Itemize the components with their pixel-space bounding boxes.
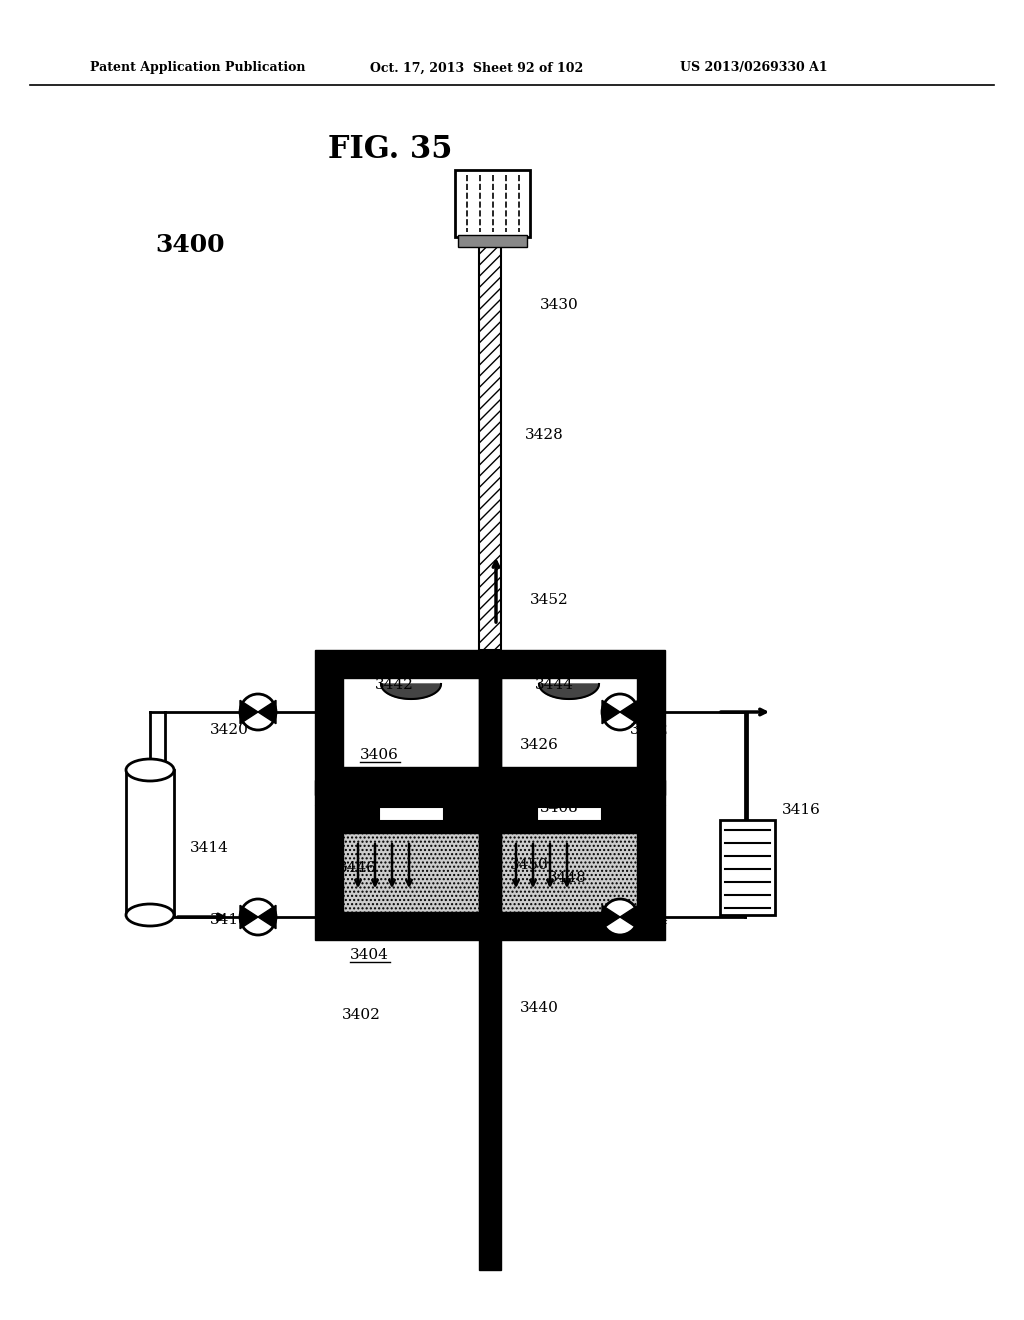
- Polygon shape: [620, 906, 638, 929]
- Text: 3418: 3418: [210, 913, 249, 927]
- Text: 3424: 3424: [630, 913, 669, 927]
- Text: 3404: 3404: [350, 948, 389, 962]
- Text: 3440: 3440: [520, 1001, 559, 1015]
- Bar: [315, 780, 665, 805]
- Bar: [126, 770, 174, 915]
- Bar: [479, 940, 501, 1270]
- Bar: [479, 805, 501, 940]
- Text: 3422: 3422: [630, 723, 669, 737]
- Circle shape: [602, 694, 638, 730]
- Text: 3448: 3448: [548, 871, 587, 884]
- Polygon shape: [381, 684, 441, 700]
- Text: 3402: 3402: [342, 1008, 381, 1022]
- Text: Patent Application Publication: Patent Application Publication: [90, 62, 305, 74]
- Bar: [315, 649, 665, 795]
- Bar: [720, 820, 775, 915]
- Polygon shape: [602, 906, 620, 929]
- Circle shape: [240, 899, 276, 935]
- Polygon shape: [620, 701, 638, 723]
- Bar: [479, 649, 501, 795]
- Text: FIG. 35: FIG. 35: [328, 135, 453, 165]
- Bar: [379, 807, 443, 821]
- Text: 3400: 3400: [155, 234, 224, 257]
- Text: 3414: 3414: [190, 841, 229, 855]
- Text: 3426: 3426: [520, 738, 559, 752]
- Text: 3450: 3450: [510, 858, 549, 873]
- Bar: [343, 678, 479, 767]
- Polygon shape: [240, 906, 258, 929]
- Text: 3452: 3452: [530, 593, 568, 607]
- Text: US 2013/0269330 A1: US 2013/0269330 A1: [680, 62, 827, 74]
- Bar: [537, 807, 601, 821]
- Circle shape: [240, 694, 276, 730]
- Bar: [343, 833, 479, 912]
- Polygon shape: [258, 701, 276, 723]
- Text: 3406: 3406: [360, 748, 399, 762]
- Text: 3446: 3446: [338, 861, 377, 875]
- Circle shape: [602, 899, 638, 935]
- Bar: [315, 805, 665, 940]
- Text: Oct. 17, 2013  Sheet 92 of 102: Oct. 17, 2013 Sheet 92 of 102: [370, 62, 584, 74]
- Bar: [458, 235, 527, 247]
- Bar: [501, 678, 637, 767]
- Text: 3442: 3442: [375, 678, 414, 692]
- Text: 3416: 3416: [782, 803, 821, 817]
- Ellipse shape: [126, 759, 174, 781]
- Polygon shape: [258, 906, 276, 929]
- Polygon shape: [602, 701, 620, 723]
- Bar: [455, 170, 530, 238]
- Bar: [479, 235, 501, 649]
- Polygon shape: [539, 684, 599, 700]
- Text: 3408: 3408: [540, 801, 579, 814]
- Text: 3428: 3428: [525, 428, 564, 442]
- Bar: [501, 833, 637, 912]
- Text: 3444: 3444: [535, 678, 573, 692]
- Polygon shape: [240, 701, 258, 723]
- Text: 3420: 3420: [210, 723, 249, 737]
- Ellipse shape: [126, 904, 174, 927]
- Text: 3430: 3430: [540, 298, 579, 312]
